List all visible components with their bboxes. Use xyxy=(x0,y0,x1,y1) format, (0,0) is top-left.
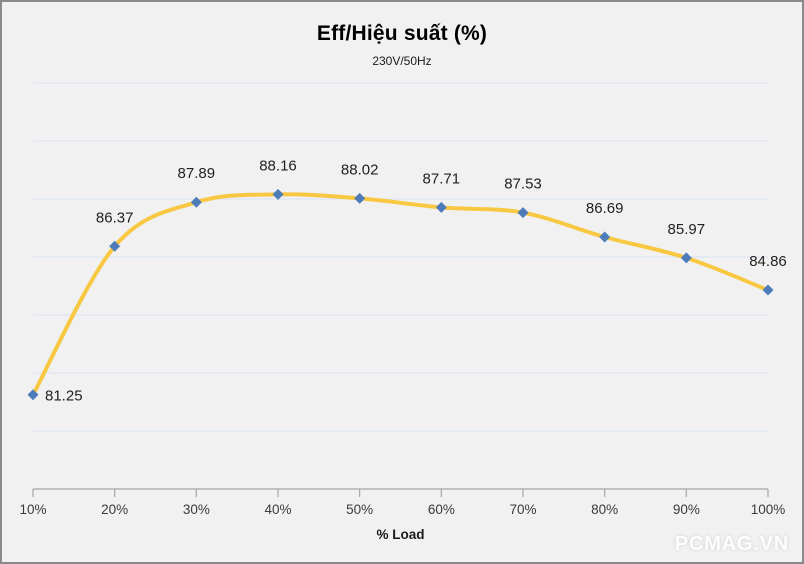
data-label: 87.53 xyxy=(504,176,542,193)
chart-subtitle: 230V/50Hz xyxy=(372,54,432,68)
x-tick-label: 70% xyxy=(509,502,536,517)
chart-title: Eff/Hiệu suất (%) xyxy=(316,22,488,45)
data-point-marker xyxy=(272,188,284,200)
x-tick-label: 50% xyxy=(346,502,373,517)
data-label: 87.89 xyxy=(178,165,216,182)
x-tick-label: 10% xyxy=(19,502,46,517)
x-tick-label: 40% xyxy=(264,502,291,517)
x-axis-title: % Load xyxy=(376,527,425,542)
data-point-marker xyxy=(762,284,774,296)
data-label: 88.16 xyxy=(259,157,297,174)
data-label: 86.37 xyxy=(96,209,134,226)
x-tick-label: 80% xyxy=(591,502,618,517)
series-line xyxy=(31,192,770,397)
data-label: 88.02 xyxy=(341,161,379,178)
data-point-marker xyxy=(27,389,39,401)
data-label: 87.71 xyxy=(423,170,461,187)
data-point-marker xyxy=(109,240,121,252)
data-label: 85.97 xyxy=(668,221,706,238)
data-point-marker xyxy=(599,231,611,243)
data-label: 86.69 xyxy=(586,200,624,217)
x-tick-label: 100% xyxy=(751,502,786,517)
data-point-marker xyxy=(517,207,529,219)
data-point-marker xyxy=(435,201,447,213)
data-label: 81.25 xyxy=(45,387,83,404)
x-tick-label: 60% xyxy=(428,502,455,517)
data-point-marker xyxy=(680,252,692,264)
data-point-marker xyxy=(190,196,202,208)
watermark: PCMAG.VN xyxy=(674,533,789,555)
data-label: 84.86 xyxy=(749,253,787,270)
x-tick-label: 90% xyxy=(673,502,700,517)
x-tick-label: 20% xyxy=(101,502,128,517)
x-tick-label: 30% xyxy=(183,502,210,517)
data-point-marker xyxy=(354,192,366,204)
